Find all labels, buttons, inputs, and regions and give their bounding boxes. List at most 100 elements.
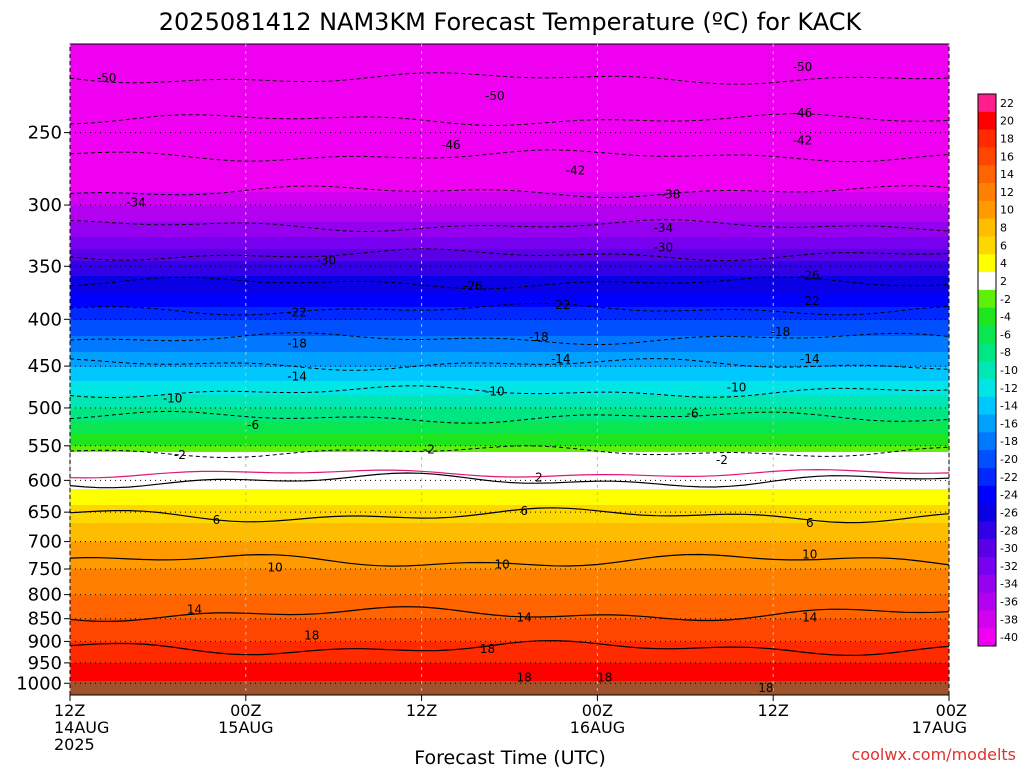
temperature-band (70, 595, 949, 597)
temperature-band (70, 341, 949, 343)
temperature-band (70, 654, 949, 656)
temperature-band (70, 490, 949, 492)
temperature-band (70, 188, 949, 190)
temperature-band (70, 677, 949, 679)
temperature-band (70, 424, 949, 426)
temperature-band (70, 414, 949, 416)
temperature-band (70, 312, 949, 314)
x-tick-label: 12Z (406, 701, 437, 720)
temperature-band (70, 472, 949, 474)
temperature-band (70, 645, 949, 647)
temperature-band (70, 586, 949, 588)
colorbar-swatch (978, 378, 996, 398)
temperature-band (70, 233, 949, 235)
temperature-band (70, 582, 949, 584)
temperature-band (70, 676, 949, 678)
contour-label: 10 (495, 558, 510, 572)
contour-label: -2 (174, 448, 186, 462)
temperature-band (70, 488, 949, 490)
temperature-band (70, 463, 949, 465)
y-tick-label: 700 (28, 532, 62, 553)
temperature-band (70, 498, 949, 500)
temperature-band (70, 192, 949, 194)
temperature-band (70, 400, 949, 402)
temperature-band (70, 503, 949, 505)
temperature-band (70, 426, 949, 428)
temperature-band (70, 602, 949, 604)
temperature-band (70, 455, 949, 457)
colorbar-swatch (978, 521, 996, 540)
temperature-band (70, 209, 949, 211)
temperature-band (70, 343, 949, 345)
temperature-band (70, 75, 949, 77)
temperature-band (70, 611, 949, 613)
contour-label: 18 (758, 681, 773, 695)
temperature-band (70, 274, 949, 276)
temperature-band (70, 179, 949, 181)
temperature-band (70, 494, 949, 496)
temperature-band (70, 201, 949, 203)
contour-label: -34 (126, 195, 146, 209)
temperature-band (70, 367, 949, 369)
colorbar-label: -16 (1000, 417, 1018, 430)
temperature-band (70, 669, 949, 671)
temperature-band (70, 191, 949, 193)
x-tick-label: 16AUG (570, 718, 625, 737)
temperature-band (70, 357, 949, 359)
temperature-band (70, 345, 949, 347)
temperature-band (70, 378, 949, 380)
temperature-band (70, 178, 949, 180)
temperature-band (70, 466, 949, 468)
plot-frame (69, 43, 950, 696)
temperature-band (70, 448, 949, 450)
temperature-band (70, 157, 949, 159)
temperature-band (70, 397, 949, 399)
temperature-band (70, 486, 949, 488)
temperature-band (70, 210, 949, 212)
temperature-band (70, 377, 949, 379)
temperature-band (70, 335, 949, 337)
temperature-band (70, 555, 949, 557)
temperature-band (70, 618, 949, 620)
temperature-band (70, 181, 949, 183)
temperature-band (70, 135, 949, 137)
temperature-band (70, 194, 949, 196)
temperature-band (70, 224, 949, 226)
temperature-band (70, 83, 949, 85)
temperature-band (70, 185, 949, 187)
temperature-band (70, 623, 949, 625)
temperature-band (70, 127, 949, 129)
temperature-band (70, 480, 949, 482)
temperature-band (70, 264, 949, 266)
colorbar-label: -2 (1000, 293, 1011, 306)
temperature-band (70, 493, 949, 495)
temperature-band (70, 122, 949, 124)
temperature-band (70, 74, 949, 76)
temperature-band (70, 640, 949, 642)
temperature-band (70, 632, 949, 634)
temperature-band (70, 507, 949, 509)
y-tick-label: 250 (28, 123, 62, 144)
temperature-band (70, 407, 949, 409)
credit-link[interactable]: coolwx.com/modelts (852, 745, 1016, 764)
temperature-band (70, 440, 949, 442)
contour-label: 2 (535, 471, 543, 485)
temperature-band (70, 303, 949, 305)
temperature-band (70, 246, 949, 248)
temperature-band (70, 64, 949, 66)
temperature-band (70, 80, 949, 82)
temperature-band (70, 597, 949, 599)
temperature-band (70, 314, 949, 316)
temperature-band (70, 276, 949, 278)
temperature-band (70, 86, 949, 88)
temperature-band (70, 249, 949, 251)
temperature-band (70, 331, 949, 333)
temperature-band (70, 385, 949, 387)
temperature-band (70, 351, 949, 353)
temperature-band (70, 318, 949, 320)
temperature-band (70, 297, 949, 299)
temperature-band (70, 613, 949, 615)
temperature-band (70, 254, 949, 256)
temperature-band (70, 363, 949, 365)
temperature-band (70, 45, 949, 47)
